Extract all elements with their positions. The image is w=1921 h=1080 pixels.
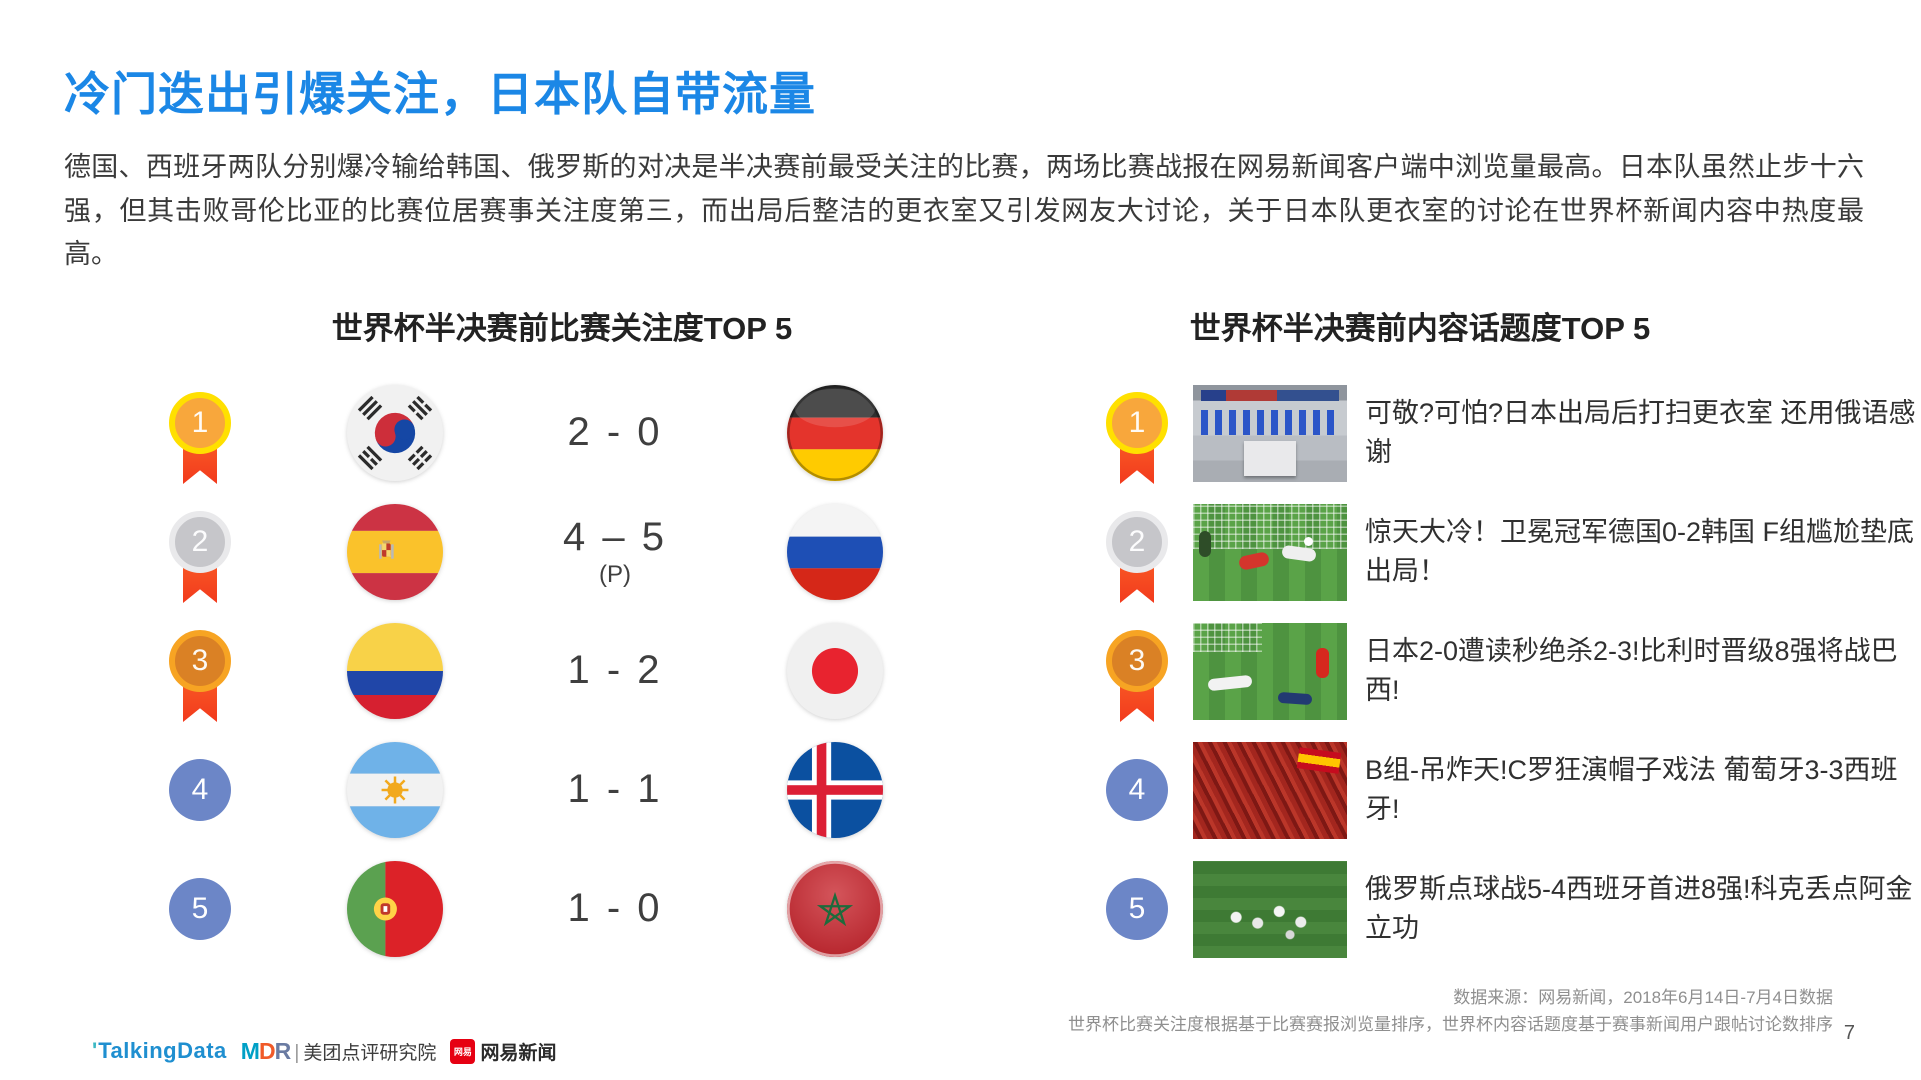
flag-portugal-icon bbox=[347, 861, 443, 957]
rank-number: 4 bbox=[191, 773, 209, 806]
locker-table bbox=[1243, 441, 1297, 477]
news-thumbnail-locker-room bbox=[1193, 385, 1347, 482]
flag-colombia-icon bbox=[347, 623, 443, 719]
source-line-1: 数据来源：网易新闻，2018年6月14日-7月4日数据 bbox=[1453, 988, 1833, 1007]
rank-4-badge: 4 bbox=[169, 759, 231, 821]
goal-net bbox=[1193, 504, 1347, 549]
netease-icon: 网易 bbox=[450, 1038, 476, 1064]
news-title: 俄罗斯点球战5-4西班牙首进8强!科克丢点阿金立功 bbox=[1365, 873, 1913, 943]
news-title: 惊天大冷！卫冕冠军德国0-2韩国 F组尴尬垫底出局！ bbox=[1365, 516, 1915, 586]
news-thumbnail-celebration bbox=[1193, 861, 1347, 958]
logo-separator: | bbox=[294, 1041, 300, 1064]
talkingdata-logo: 'TalkingData bbox=[92, 1038, 227, 1063]
rank-3-medal-icon: 3 bbox=[169, 630, 231, 730]
flag-argentina-icon bbox=[347, 742, 443, 838]
player-shape bbox=[1316, 648, 1330, 679]
page-title: 冷门迭出引爆关注，日本队自带流量 bbox=[64, 68, 816, 120]
netease-news-logo: 网易 网易新闻 bbox=[450, 1038, 556, 1065]
topic-rank-2-medal-icon: 2 bbox=[1106, 511, 1168, 611]
locker-banner bbox=[1201, 390, 1339, 401]
rank-1-medal-icon: 1 bbox=[169, 392, 231, 492]
news-thumbnail-goal-scene bbox=[1193, 504, 1347, 601]
match-score: 1 - 1 bbox=[567, 767, 663, 811]
spain-flag-shape bbox=[1296, 746, 1341, 774]
rank-number: 1 bbox=[1106, 392, 1168, 454]
rank-number: 4 bbox=[1128, 773, 1146, 806]
news-title: 可敬?可怕?日本出局后打扫更衣室 还用俄语感谢 bbox=[1365, 397, 1916, 467]
locker-jerseys bbox=[1200, 410, 1340, 436]
topic-rank-3-medal-icon: 3 bbox=[1106, 630, 1168, 730]
news-thumbnail-fans-crowd bbox=[1193, 742, 1347, 839]
player-shape bbox=[1238, 551, 1271, 572]
flag-spain-icon bbox=[347, 504, 443, 600]
news-thumbnail-pitch-scene bbox=[1193, 623, 1347, 720]
rank-number: 2 bbox=[1106, 511, 1168, 573]
intro-paragraph: 德国、西班牙两队分别爆冷输给韩国、俄罗斯的对决是半决赛前最受关注的比赛，两场比赛… bbox=[64, 152, 1864, 270]
mdr-meituan-logo: MDR | 美团点评研究院 bbox=[240, 1037, 437, 1064]
flag-russia-icon bbox=[787, 504, 883, 600]
news-title: 日本2-0遭读秒绝杀2-3!比利时晋级8强将战巴西! bbox=[1365, 635, 1898, 705]
flag-germany-icon bbox=[787, 385, 883, 481]
rank-2-medal-icon: 2 bbox=[169, 511, 231, 611]
player-shape bbox=[1207, 675, 1253, 692]
rank-number: 1 bbox=[169, 392, 231, 454]
talkingdata-tick-icon: ' bbox=[92, 1038, 98, 1063]
rank-number: 3 bbox=[169, 630, 231, 692]
flag-japan-icon bbox=[787, 623, 883, 719]
data-source-note: 数据来源：网易新闻，2018年6月14日-7月4日数据 世界杯比赛关注度根据基于… bbox=[1068, 984, 1833, 1038]
flag-morocco-icon bbox=[787, 861, 883, 957]
match-score: 4 – 5 (P) bbox=[563, 515, 667, 588]
brand-logos: 'TalkingData MDR | 美团点评研究院 网易 网易新闻 bbox=[92, 1036, 556, 1066]
player-shape bbox=[1277, 691, 1313, 706]
flag-iceland-icon bbox=[787, 742, 883, 838]
right-panel-heading: 世界杯半决赛前内容话题度TOP 5 bbox=[1189, 311, 1651, 346]
match-score: 1 - 0 bbox=[567, 886, 663, 930]
topic-rank-5-badge: 5 bbox=[1106, 878, 1168, 940]
page-number: 7 bbox=[1843, 1022, 1855, 1044]
rank-number: 5 bbox=[1128, 892, 1146, 925]
news-title: B组-吊炸天!C罗狂演帽子戏法 葡萄牙3-3西班牙! bbox=[1365, 754, 1898, 824]
rank-number: 2 bbox=[169, 511, 231, 573]
topic-rank-1-medal-icon: 1 bbox=[1106, 392, 1168, 492]
source-line-2: 世界杯比赛关注度根据基于比赛赛报浏览量排序，世界杯内容话题度基于赛事新闻用户跟帖… bbox=[1068, 1015, 1833, 1035]
rank-5-badge: 5 bbox=[169, 878, 231, 940]
rank-number: 3 bbox=[1106, 630, 1168, 692]
left-panel-heading: 世界杯半决赛前比赛关注度TOP 5 bbox=[331, 311, 793, 346]
topic-rank-4-badge: 4 bbox=[1106, 759, 1168, 821]
flag-south-korea-icon bbox=[347, 385, 443, 481]
match-score: 2 - 0 bbox=[567, 410, 663, 454]
goal-net bbox=[1193, 623, 1263, 653]
player-shape bbox=[1199, 531, 1212, 558]
rank-number: 5 bbox=[191, 892, 209, 925]
ball-shape bbox=[1303, 536, 1313, 546]
match-score: 1 - 2 bbox=[567, 648, 663, 692]
